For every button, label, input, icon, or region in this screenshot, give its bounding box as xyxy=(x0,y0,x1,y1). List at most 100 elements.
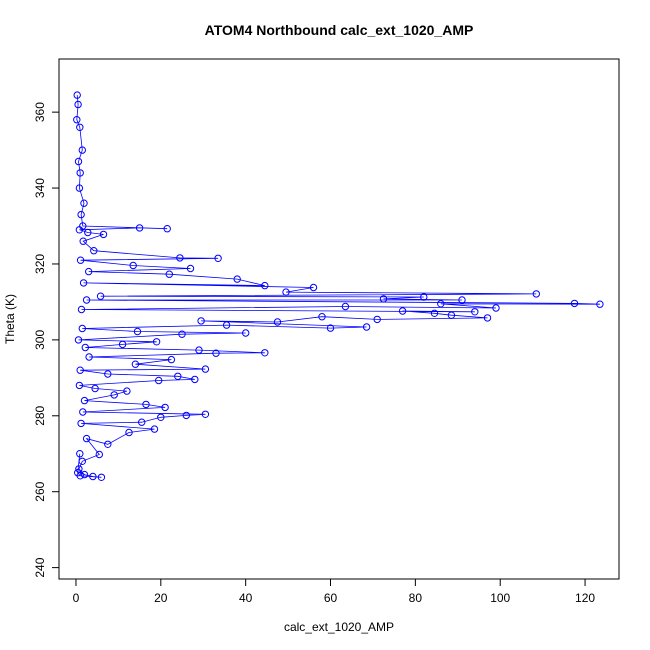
data-point xyxy=(150,425,159,433)
data-point xyxy=(242,329,250,337)
data-point xyxy=(176,254,184,262)
data-point xyxy=(77,305,86,314)
data-point xyxy=(165,270,174,278)
data-point xyxy=(131,360,140,368)
y-tick-label: 300 xyxy=(33,330,47,350)
data-point xyxy=(157,413,165,421)
data-point xyxy=(79,408,87,416)
data-point xyxy=(214,254,222,262)
data-point xyxy=(437,300,445,308)
plot-frame xyxy=(58,58,620,580)
y-tick-label: 320 xyxy=(33,254,47,274)
data-point xyxy=(362,323,371,331)
data-point xyxy=(191,375,199,384)
data-point xyxy=(212,349,220,357)
x-axis: 0 20 40 60 80 100 120 xyxy=(73,579,595,605)
y-axis-label: Theta (K) xyxy=(3,294,17,344)
data-point xyxy=(104,370,112,378)
data-point xyxy=(135,224,144,232)
x-tick-label: 40 xyxy=(239,591,253,605)
data-point xyxy=(447,311,456,319)
data-point xyxy=(155,376,163,385)
data-point xyxy=(78,324,87,333)
data-point xyxy=(73,116,81,124)
data-point xyxy=(76,366,84,374)
data-point xyxy=(90,247,98,255)
data-point xyxy=(430,309,439,317)
data-point xyxy=(282,288,290,296)
data-point xyxy=(273,318,282,326)
data-point xyxy=(104,440,112,448)
data-point xyxy=(76,169,84,177)
data-point xyxy=(85,267,93,276)
x-tick-label: 0 xyxy=(73,591,80,605)
data-point xyxy=(79,279,88,287)
data-point xyxy=(80,396,89,405)
x-tick-label: 120 xyxy=(575,591,595,605)
data-point xyxy=(77,210,85,219)
data-point xyxy=(110,391,118,399)
data-point xyxy=(125,428,133,437)
data-point xyxy=(76,123,84,132)
chart-title: ATOM4 Northbound calc_ext_1020_AMP xyxy=(205,22,474,38)
data-point xyxy=(133,327,142,336)
data-point xyxy=(85,353,93,361)
series-line xyxy=(76,95,600,478)
data-point xyxy=(596,300,604,308)
data-point xyxy=(129,261,137,270)
data-point xyxy=(91,384,99,393)
x-tick-label: 80 xyxy=(409,591,423,605)
data-point xyxy=(73,91,81,99)
data-point xyxy=(74,157,83,166)
data-point xyxy=(186,264,195,273)
y-tick-label: 240 xyxy=(33,557,47,577)
data-point xyxy=(326,324,335,332)
data-point xyxy=(118,340,127,349)
data-point xyxy=(84,228,92,237)
y-tick-label: 280 xyxy=(33,405,47,425)
data-point xyxy=(195,346,203,354)
data-point xyxy=(123,387,131,395)
data-point xyxy=(201,410,210,418)
data-point xyxy=(570,299,579,308)
data-point xyxy=(174,372,182,380)
y-axis: 240 260 280 300 320 340 360 xyxy=(33,102,59,578)
data-point xyxy=(77,419,85,428)
data-point xyxy=(233,275,241,283)
data-point xyxy=(81,343,90,352)
y-tick-label: 360 xyxy=(33,102,47,122)
data-point xyxy=(78,457,87,465)
data-point xyxy=(75,184,84,192)
data-point xyxy=(82,434,91,443)
data-point xyxy=(420,293,428,301)
series-layer xyxy=(73,91,604,481)
data-point xyxy=(532,290,540,298)
x-axis-label: calc_ext_1020_AMP xyxy=(284,620,394,634)
y-tick-label: 260 xyxy=(33,481,47,501)
data-point xyxy=(89,472,97,481)
data-point xyxy=(178,330,186,338)
x-tick-label: 100 xyxy=(490,591,510,605)
data-point xyxy=(261,281,269,290)
data-point xyxy=(138,418,146,426)
data-point xyxy=(197,317,205,325)
data-point xyxy=(492,304,500,312)
data-point xyxy=(161,403,169,412)
data-point xyxy=(99,230,108,239)
data-point xyxy=(163,225,171,233)
data-point xyxy=(341,302,350,311)
data-point xyxy=(75,226,84,234)
data-point xyxy=(379,295,388,303)
data-point xyxy=(318,313,326,321)
data-point xyxy=(309,283,318,292)
data-point xyxy=(76,256,85,264)
data-point xyxy=(74,469,82,477)
data-point xyxy=(79,237,87,245)
data-point xyxy=(78,146,87,154)
data-point xyxy=(74,100,82,109)
data-point xyxy=(75,465,83,473)
data-point xyxy=(96,292,105,300)
data-point xyxy=(80,470,89,479)
data-point xyxy=(80,199,88,207)
